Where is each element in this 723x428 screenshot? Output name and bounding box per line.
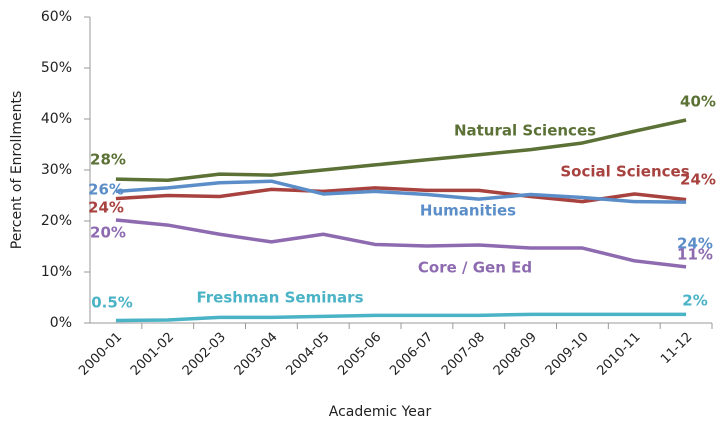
x-tick-label: 2000-01 xyxy=(76,330,125,379)
data-label: 28% xyxy=(90,151,126,169)
data-label: 24% xyxy=(677,235,713,253)
series-label: Humanities xyxy=(420,202,516,220)
data-label: 2% xyxy=(682,292,707,310)
series-line xyxy=(115,218,687,269)
y-tick-label: 40% xyxy=(41,111,72,127)
y-tick-label: 60% xyxy=(41,9,72,25)
y-axis-title: Percent of Enrollments xyxy=(9,91,25,250)
x-tick-label: 2004-05 xyxy=(284,330,333,379)
data-label: 40% xyxy=(680,93,716,111)
series-line xyxy=(115,179,687,204)
x-tick-label: 2009-10 xyxy=(543,330,592,379)
x-tick-label: 2007-08 xyxy=(439,330,488,379)
series-label: Freshman Seminars xyxy=(197,289,364,307)
x-tick-label: 2001-02 xyxy=(128,330,177,379)
series-label: Core / Gen Ed xyxy=(418,259,532,277)
x-tick-label: 2002-03 xyxy=(180,330,229,379)
x-tick-label: 2003-04 xyxy=(232,330,281,379)
data-label: 0.5% xyxy=(91,294,133,312)
x-tick-label: 2006-07 xyxy=(387,330,436,379)
series-line xyxy=(115,312,687,323)
data-label: 26% xyxy=(88,181,124,199)
x-axis-title: Academic Year xyxy=(329,404,432,420)
y-tick-label: 30% xyxy=(41,162,72,178)
series-line xyxy=(115,118,687,182)
data-label: 11% xyxy=(677,246,713,264)
y-tick-label: 20% xyxy=(41,213,72,229)
y-tick-label: 10% xyxy=(41,264,72,280)
x-tick-label: 11-12 xyxy=(658,330,695,367)
series-label: Social Sciences xyxy=(560,163,689,181)
y-tick-label: 0% xyxy=(50,315,72,331)
series-line xyxy=(115,186,687,204)
x-tick-label: 2008-09 xyxy=(491,330,540,379)
x-tick-label: 2010-11 xyxy=(595,330,644,379)
x-tick-label: 2005-06 xyxy=(335,330,384,379)
data-label: 24% xyxy=(88,199,124,217)
series-label: Natural Sciences xyxy=(454,122,596,140)
data-label: 20% xyxy=(90,224,126,242)
y-tick-label: 50% xyxy=(41,60,72,76)
data-label: 24% xyxy=(680,171,716,189)
